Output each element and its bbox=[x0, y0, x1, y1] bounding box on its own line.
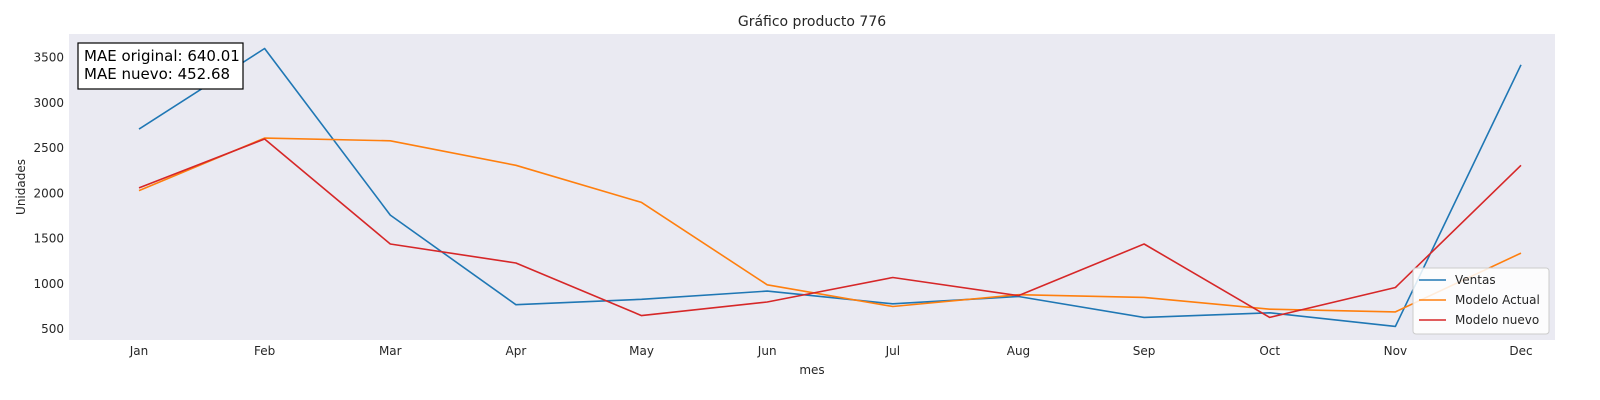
chart-title: Gráfico producto 776 bbox=[738, 14, 886, 30]
plot-area bbox=[69, 34, 1555, 340]
y-tick-label: 1000 bbox=[33, 277, 64, 291]
y-tick-label: 3500 bbox=[33, 51, 64, 65]
x-tick-label: Sep bbox=[1133, 344, 1156, 358]
legend: Ventas Modelo Actual Modelo nuevo bbox=[1412, 267, 1550, 335]
y-tick-label: 500 bbox=[41, 322, 64, 336]
series-line-modelo-nuevo bbox=[138, 138, 1522, 319]
mae-nuevo-text: MAE nuevo: 452.68 bbox=[84, 65, 230, 83]
x-tick-label: Jan bbox=[129, 344, 149, 358]
x-axis-label: mes bbox=[799, 363, 824, 377]
x-tick-label: May bbox=[629, 344, 654, 358]
series-line-modelo-actual bbox=[138, 137, 1522, 313]
series-line-ventas bbox=[138, 47, 1522, 328]
x-tick-label: Feb bbox=[254, 344, 275, 358]
legend-entry: Modelo nuevo bbox=[1455, 313, 1539, 327]
mae-original-text: MAE original: 640.01 bbox=[84, 47, 240, 65]
legend-box bbox=[1412, 267, 1550, 335]
x-tick-label: Oct bbox=[1259, 344, 1280, 358]
legend-entry: Ventas bbox=[1455, 273, 1496, 287]
mae-annotation: MAE original: 640.01 MAE nuevo: 452.68 bbox=[77, 42, 244, 90]
x-tick-label: Jun bbox=[757, 344, 777, 358]
legend-entry: Modelo Actual bbox=[1455, 293, 1540, 307]
x-tick-label: Apr bbox=[506, 344, 527, 358]
x-tick-label: Dec bbox=[1509, 344, 1532, 358]
x-tick-label: Jul bbox=[885, 344, 900, 358]
y-tick-label: 2500 bbox=[33, 141, 64, 155]
y-tick-label: 1500 bbox=[33, 232, 64, 246]
y-tick-label: 3000 bbox=[33, 96, 64, 110]
x-tick-label: Mar bbox=[379, 344, 402, 358]
y-tick-label: 2000 bbox=[33, 186, 64, 200]
x-tick-label: Aug bbox=[1007, 344, 1030, 358]
y-axis-label: Unidades bbox=[14, 159, 28, 215]
mae-annotation-box bbox=[77, 42, 244, 90]
x-tick-label: Nov bbox=[1384, 344, 1407, 358]
